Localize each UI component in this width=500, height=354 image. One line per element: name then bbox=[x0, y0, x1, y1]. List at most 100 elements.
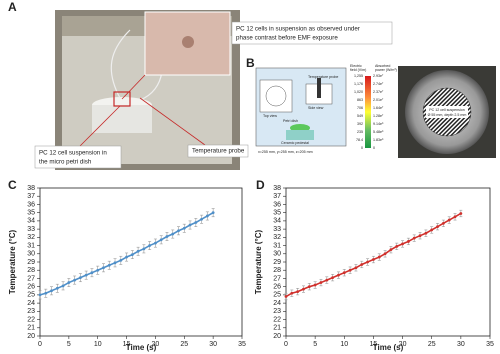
y-tick-label: 26 bbox=[27, 284, 35, 291]
data-point bbox=[50, 289, 53, 293]
data-point bbox=[113, 261, 117, 265]
data-point bbox=[296, 290, 300, 293]
y-tick-label: 29 bbox=[27, 259, 35, 266]
x-tick-label: 20 bbox=[399, 341, 407, 348]
data-point bbox=[159, 238, 163, 242]
y-tick-label: 30 bbox=[27, 251, 35, 258]
y-tick-label: 23 bbox=[273, 308, 281, 315]
x-tick-label: 30 bbox=[209, 341, 217, 348]
highlight-box bbox=[113, 91, 131, 107]
y-tick-label: 34 bbox=[273, 218, 281, 225]
data-point bbox=[366, 260, 369, 264]
data-point bbox=[102, 266, 105, 270]
y-tick-label: 27 bbox=[27, 275, 35, 282]
y-tick-label: 25 bbox=[27, 292, 35, 299]
data-point bbox=[154, 241, 157, 245]
data-point bbox=[447, 218, 451, 222]
diagram-label: Ceramic pedestal bbox=[281, 141, 309, 145]
data-point bbox=[430, 228, 434, 232]
data-point bbox=[441, 221, 445, 225]
data-point bbox=[342, 271, 346, 275]
y-tick-label: 22 bbox=[27, 316, 35, 323]
probe bbox=[317, 78, 321, 98]
y-tick-label: 20 bbox=[273, 333, 281, 340]
data-point bbox=[84, 273, 88, 277]
data-point bbox=[418, 234, 422, 238]
data-point bbox=[73, 278, 77, 282]
x-tick-label: 5 bbox=[313, 341, 317, 348]
y-axis-label: Temperature (°C) bbox=[8, 229, 17, 294]
data-point bbox=[188, 223, 192, 227]
data-point bbox=[348, 268, 352, 272]
panel-label: B bbox=[246, 56, 255, 70]
panel-label: C bbox=[8, 178, 17, 192]
data-point bbox=[436, 225, 439, 229]
data-point bbox=[90, 271, 94, 275]
color-scale bbox=[365, 76, 371, 148]
data-point bbox=[407, 240, 410, 243]
y-axis-label: Temperature (°C) bbox=[254, 229, 263, 294]
data-point bbox=[177, 229, 180, 233]
y-tick-label: 27 bbox=[273, 275, 281, 282]
y-tick-label: 32 bbox=[27, 234, 35, 241]
callout-line bbox=[121, 74, 146, 100]
data-point bbox=[360, 263, 364, 266]
data-point bbox=[200, 217, 204, 221]
scale-value: 1.83e⁶ bbox=[373, 138, 384, 142]
y-tick-label: 22 bbox=[273, 316, 281, 323]
data-point bbox=[125, 255, 128, 259]
scale-labels: 1,255 2.93e⁷ 1,176 2.74e⁷ 1,020 2.37e⁷ 863 2.01… bbox=[354, 74, 384, 150]
data-line bbox=[285, 212, 462, 298]
data-point bbox=[354, 266, 358, 270]
scale-value: 392 bbox=[357, 122, 363, 126]
x-tick-label: 15 bbox=[370, 341, 378, 348]
diagram-label: Side view bbox=[308, 106, 324, 110]
data-point bbox=[119, 258, 123, 262]
caption: the micro petri dish bbox=[39, 159, 92, 166]
scale-value: 549 bbox=[357, 114, 363, 118]
caption: phase contrast before EMF exposure bbox=[236, 35, 338, 42]
data-point bbox=[142, 247, 146, 251]
top-view bbox=[259, 79, 293, 113]
data-point bbox=[313, 283, 317, 287]
diagram-label: Temperature probe bbox=[308, 75, 338, 79]
y-tick-label: 38 bbox=[27, 185, 35, 192]
callout-line bbox=[79, 105, 121, 147]
plot-frame bbox=[39, 187, 243, 337]
data-point bbox=[459, 212, 463, 215]
y-tick-label: 20 bbox=[27, 333, 35, 340]
y-tick-label: 37 bbox=[27, 193, 35, 200]
scale-header: Electric bbox=[350, 64, 362, 68]
y-tick-label: 33 bbox=[27, 226, 35, 233]
scale-value: 1,176 bbox=[354, 82, 363, 86]
data-point bbox=[55, 286, 59, 290]
data-point bbox=[211, 211, 215, 215]
x-tick-label: 15 bbox=[123, 341, 131, 348]
x-tick-label: 20 bbox=[152, 341, 160, 348]
dimensions: x=255 mm, y=255 mm, z=205 mm bbox=[258, 150, 313, 154]
caption: PC 12 cells in suspension as observed un… bbox=[236, 26, 360, 33]
photo-cell bbox=[182, 36, 194, 48]
x-axis-label: Time (s) bbox=[126, 343, 157, 352]
y-tick-label: 38 bbox=[273, 185, 281, 192]
scale-value: 1.64e⁷ bbox=[373, 106, 384, 110]
pedestal bbox=[286, 130, 314, 140]
x-tick-label: 10 bbox=[340, 341, 348, 348]
scale-value: 9.14e⁶ bbox=[373, 122, 384, 126]
scale-value: 78.4 bbox=[356, 138, 363, 142]
data-point bbox=[302, 287, 305, 291]
caption-box bbox=[187, 144, 249, 158]
y-tick-label: 25 bbox=[273, 292, 281, 299]
data-point bbox=[307, 285, 311, 289]
diagram-label: Top view bbox=[263, 114, 277, 118]
scale-value: 2.01e⁷ bbox=[373, 98, 384, 102]
y-tick-label: 29 bbox=[273, 259, 281, 266]
y-tick-label: 31 bbox=[273, 242, 281, 249]
scale-header: Absorbed bbox=[375, 64, 390, 68]
caption-box bbox=[231, 21, 393, 45]
x-axis-label: Time (s) bbox=[373, 343, 404, 352]
y-tick-label: 35 bbox=[27, 210, 35, 217]
y-tick-label: 32 bbox=[273, 234, 281, 241]
y-tick-label: 35 bbox=[273, 210, 281, 217]
